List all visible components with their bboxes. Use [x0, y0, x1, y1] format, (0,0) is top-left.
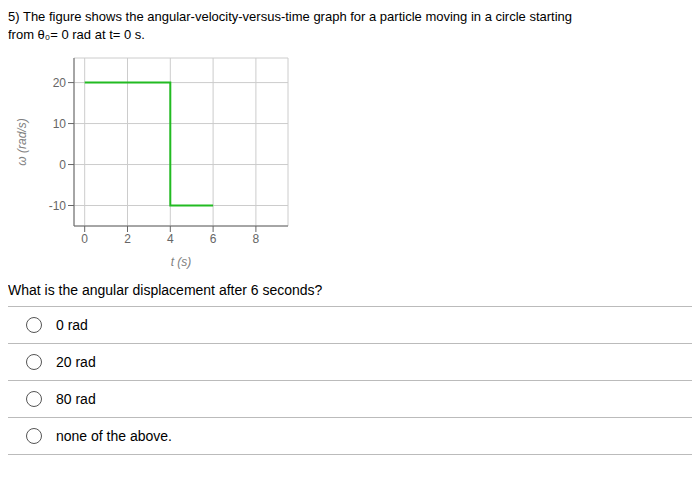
svg-text:t (s): t (s) [171, 255, 192, 269]
svg-text:0: 0 [81, 232, 88, 246]
svg-text:4: 4 [167, 232, 174, 246]
svg-text:0: 0 [59, 158, 66, 172]
svg-text:10: 10 [53, 117, 67, 131]
svg-text:6: 6 [210, 232, 217, 246]
html-text:from θ₀= 0 rad at t= 0 s.: from θ₀= 0 rad at t= 0 s. [8, 27, 145, 42]
svg-text:ω (rad/s): ω (rad/s) [15, 118, 29, 165]
html-text:0 rad: 0 rad [56, 317, 88, 333]
html-text:none of the above.: none of the above. [56, 428, 172, 444]
html-text:80 rad: 80 rad [56, 391, 96, 407]
html-text:What is the angular displaceme: What is the angular displacement after 6… [8, 282, 323, 298]
svg-text:20: 20 [53, 76, 67, 90]
svg-text:2: 2 [124, 232, 131, 246]
html-text:5) The figure shows the angula: 5) The figure shows the angular-velocity… [8, 9, 573, 24]
svg-text:-10: -10 [49, 199, 67, 213]
html-text:20 rad: 20 rad [56, 354, 96, 370]
svg-text:8: 8 [253, 232, 260, 246]
